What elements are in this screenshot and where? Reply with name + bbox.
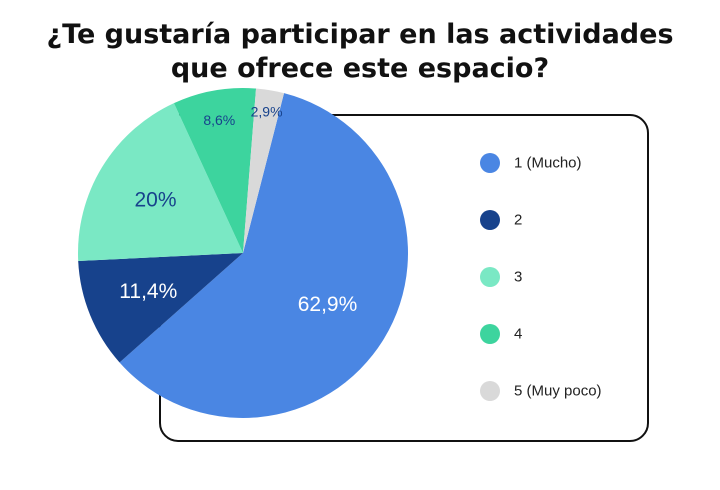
legend-marker-3 [480, 267, 500, 287]
chart-title: ¿Te gustaría participar en las actividad… [0, 18, 720, 86]
legend-label-3: 3 [514, 269, 522, 286]
pie-slice-4 [173, 88, 257, 253]
pie-slice-5 [243, 88, 285, 254]
legend: 1 (Mucho) 2 3 4 5 (Muy poco) [480, 153, 602, 401]
chart-title-line-1: ¿Te gustaría participar en las actividad… [46, 19, 674, 50]
legend-label-2: 2 [514, 212, 522, 229]
chart-title-line-2: que ofrece este espacio? [170, 53, 550, 84]
legend-marker-5 [480, 381, 500, 401]
legend-marker-4 [480, 324, 500, 344]
pie-value-label-1: 62,9% [298, 293, 358, 316]
pie-slices [77, 88, 408, 418]
pie-slice-3 [77, 103, 243, 262]
legend-label-1: 1 (Mucho) [514, 155, 582, 172]
pie-value-label-4: 8,6% [203, 112, 235, 128]
pie-value-label-5: 2,9% [251, 103, 283, 119]
pie-value-labels: 62,9% 11,4% 20% 8,6% 2,9% [119, 103, 357, 316]
pie-value-label-2: 11,4% [119, 280, 177, 303]
pie-value-label-3: 20% [134, 188, 176, 211]
legend-label-5: 5 (Muy poco) [514, 383, 602, 400]
pie-slice-1 [119, 93, 408, 418]
pie-slice-2 [78, 253, 243, 363]
legend-label-4: 4 [514, 326, 522, 343]
legend-marker-1 [480, 153, 500, 173]
legend-marker-2 [480, 210, 500, 230]
